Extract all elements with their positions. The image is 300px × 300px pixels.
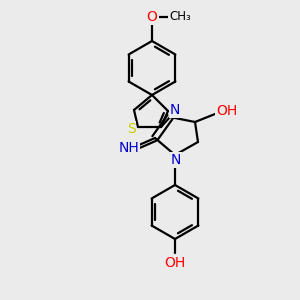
Text: N: N <box>170 103 180 117</box>
Text: CH₃: CH₃ <box>169 11 191 23</box>
Text: N: N <box>171 153 181 167</box>
Text: S: S <box>127 122 135 136</box>
Text: OH: OH <box>164 256 186 270</box>
Text: OH: OH <box>216 104 238 118</box>
Text: O: O <box>147 10 158 24</box>
Text: NH: NH <box>118 141 140 155</box>
